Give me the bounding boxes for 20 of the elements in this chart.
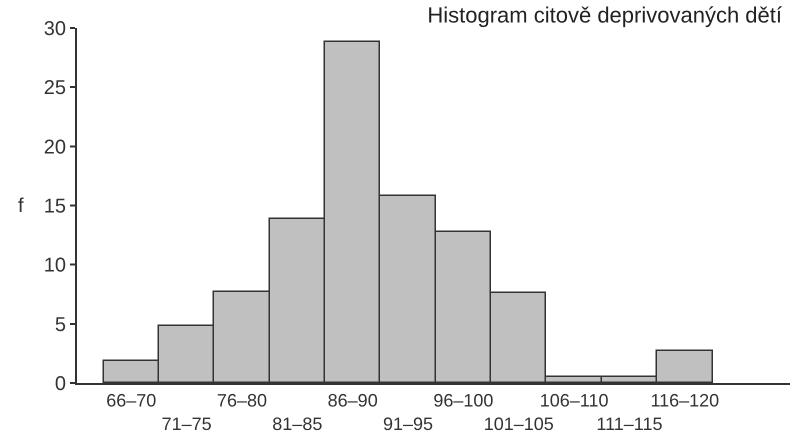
y-tick-label: 30 xyxy=(44,18,66,40)
x-tick-label: 106–110 xyxy=(540,390,608,411)
x-tick-label: 66–70 xyxy=(106,390,156,411)
x-tick-label: 116–120 xyxy=(650,390,720,411)
x-tick-label: 86–90 xyxy=(328,390,378,411)
x-tick-label: 101–105 xyxy=(484,414,554,434)
chart-title: Histogram citově deprivovaných dětí xyxy=(427,2,782,28)
y-axis-title: f xyxy=(18,195,24,217)
x-tick-label: 111–115 xyxy=(596,414,662,434)
y-tick-label: 25 xyxy=(44,77,66,100)
x-tick-label: 71–75 xyxy=(162,414,212,434)
y-tick-label: 5 xyxy=(54,314,66,336)
x-tick-label: 96–100 xyxy=(433,390,494,411)
y-tick-label: 15 xyxy=(44,196,66,218)
x-tick-label: 76–80 xyxy=(216,390,267,411)
x-tick-label: 81–85 xyxy=(272,414,322,434)
y-tick-label: 0 xyxy=(54,373,66,395)
y-tick-label: 10 xyxy=(44,254,66,277)
x-tick-label: 91–95 xyxy=(383,414,434,434)
y-tick-label: 20 xyxy=(44,136,66,158)
